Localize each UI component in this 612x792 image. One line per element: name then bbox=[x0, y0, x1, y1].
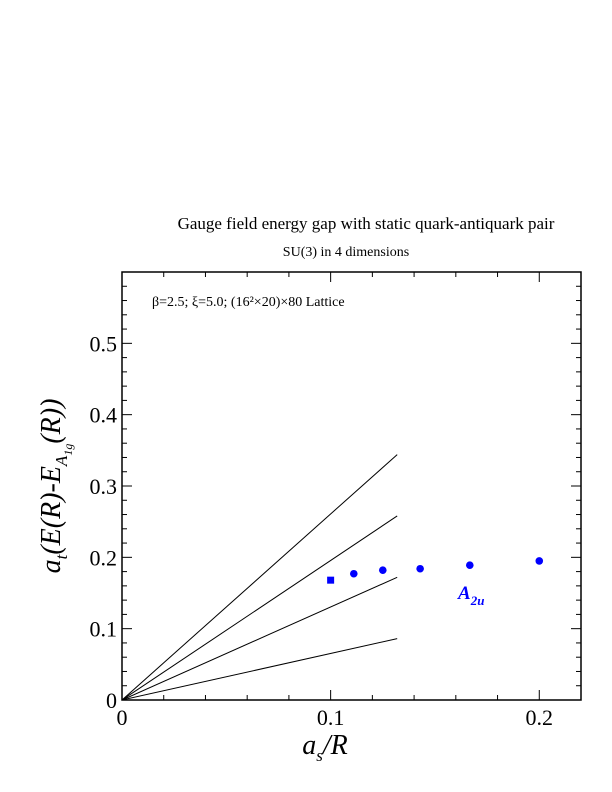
y-tick-label: 0.1 bbox=[90, 617, 118, 642]
reference-line bbox=[121, 454, 398, 701]
tick-labels: 0 0.1 0.2 0 0.1 0.2 0.3 0.4 0.5 bbox=[90, 331, 554, 730]
y-tick-label: 0 bbox=[106, 688, 117, 713]
y-tick-label: 0.4 bbox=[90, 403, 118, 428]
lattice-annotation: β=2.5; ξ=5.0; (16²×20)×80 Lattice bbox=[152, 295, 345, 310]
reference-line bbox=[121, 576, 398, 701]
data-point bbox=[465, 561, 474, 569]
y-tick-label: 0.3 bbox=[90, 474, 118, 499]
x-tick-label: 0.1 bbox=[317, 705, 345, 730]
y-axis-label: at(E(R)-EA1g(R)) bbox=[36, 399, 75, 574]
plot-frame bbox=[121, 271, 582, 701]
data-point-square bbox=[327, 576, 335, 584]
data-point bbox=[378, 566, 387, 574]
data-point bbox=[349, 569, 358, 578]
data-point bbox=[416, 564, 424, 573]
x-tick-label: 0.2 bbox=[526, 705, 554, 730]
chart-title: Gauge field energy gap with static quark… bbox=[178, 214, 555, 233]
x-tick-label: 0 bbox=[117, 705, 128, 730]
chart-subtitle: SU(3) in 4 dimensions bbox=[283, 245, 409, 260]
data-points bbox=[327, 557, 544, 584]
y-tick-label: 0.5 bbox=[90, 331, 118, 356]
reference-line bbox=[121, 515, 398, 701]
axis-ticks bbox=[121, 271, 582, 701]
data-point bbox=[535, 557, 544, 565]
series-label-a2u: A2u bbox=[457, 583, 484, 608]
reference-line bbox=[121, 638, 398, 701]
y-tick-label: 0.2 bbox=[90, 545, 118, 570]
x-axis-label: as/R bbox=[302, 730, 348, 765]
reference-lines bbox=[121, 454, 398, 701]
